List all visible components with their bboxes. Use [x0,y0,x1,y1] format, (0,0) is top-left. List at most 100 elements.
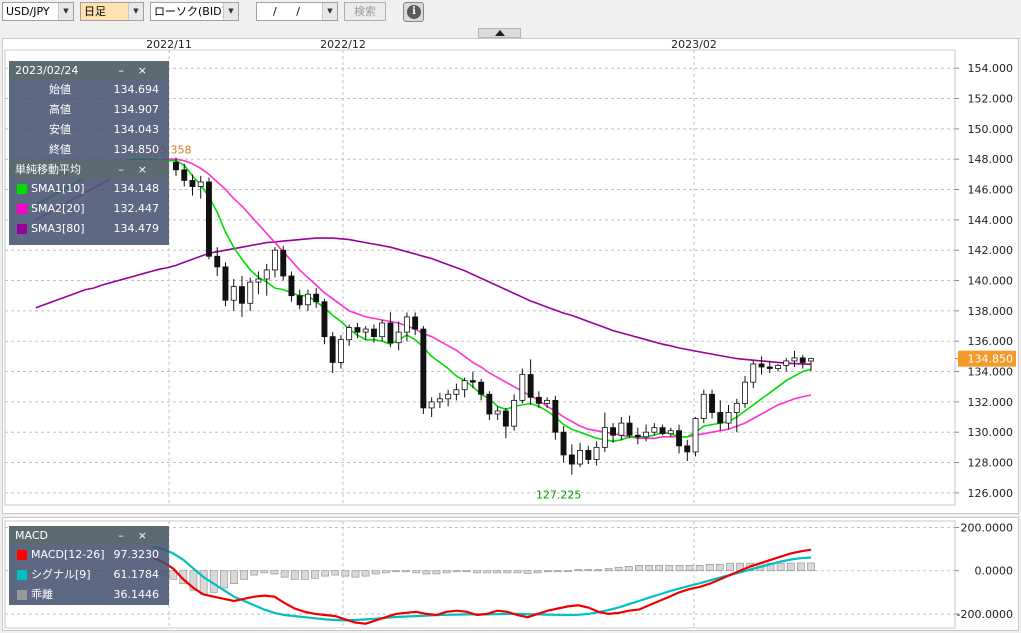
candle-body [725,412,732,424]
low-annotation: 127.225 [536,489,582,502]
chevron-down-icon[interactable]: ▼ [58,3,73,20]
candle-body [263,269,270,280]
histogram-bar [189,570,198,591]
y-tick-label: 130.000 [968,426,1014,439]
histogram-bar [715,563,724,572]
candle-body [313,293,320,303]
minimize-icon[interactable]: – [118,163,138,176]
histogram-bar [614,567,623,572]
candle-body [659,427,666,435]
y-tick-label: 134.000 [968,366,1014,379]
color-swatch-icon [17,204,27,214]
histogram-bar [442,570,451,574]
candle-body [552,399,559,433]
timeframe-value: 日足 [84,5,106,18]
y-tick-label: 0.0000 [975,565,1014,578]
color-swatch-icon [17,224,27,234]
candle-body [601,427,608,448]
candle-body [568,454,575,465]
collapse-toolbar-button[interactable] [478,28,521,38]
x-tick-label: 2023/02 [671,39,717,51]
candle-body [420,328,427,409]
candle-body [453,389,460,395]
candle-body [610,427,616,436]
ohlc-label: 終値 [49,143,71,156]
chevron-down-icon[interactable]: ▼ [322,3,337,20]
ohlc-row: 始値 134.694 [9,80,169,100]
candle-body [700,393,707,419]
close-icon[interactable]: × [137,529,161,542]
timeframe-select[interactable]: 日足 ▼ [80,2,144,21]
candle-body [395,331,402,344]
sma-value: 134.148 [113,182,160,195]
macd-row: MACD[12-26] 97.3230 [9,545,169,565]
search-button[interactable]: 検索 [344,2,386,21]
y-tick-label: 142.000 [968,244,1014,257]
histogram-bar [543,570,552,573]
histogram-bar [290,570,299,580]
histogram-bar [331,570,340,576]
sma-row: SMA2[20] 132.447 [9,199,169,219]
toolbar: USD/JPY ▼ 日足 ▼ ローソク(BID) ▼ / / ▼ 検索 i [0,0,1021,24]
macd-row: 乖離 36.1446 [9,585,169,605]
candle-body [676,430,682,447]
chart-kind-select[interactable]: ローソク(BID) ▼ [150,2,239,21]
histogram-bar [473,570,481,574]
candle-body [238,286,245,304]
candle-body [791,357,798,362]
triangle-up-icon [495,30,505,36]
histogram-bar [432,570,441,575]
close-icon[interactable]: × [137,163,161,176]
candle-body [618,422,625,436]
histogram-bar [705,563,714,572]
histogram-bar [483,570,491,574]
candle-body [280,249,287,277]
candle-body [205,181,212,257]
candle-body [667,430,674,435]
candle-body [387,322,394,344]
date-input[interactable]: / / ▼ [256,2,338,21]
currency-pair-select[interactable]: USD/JPY ▼ [2,2,74,21]
candle-body [535,396,542,404]
histogram-bar [503,570,512,574]
sma-name: SMA3[80] [31,222,85,235]
histogram-bar [807,562,815,572]
candle-body [775,365,781,369]
candle-body [329,336,336,363]
candle-body [354,327,361,333]
minimize-icon[interactable]: – [118,64,138,77]
histogram-bar [260,570,269,574]
candle-body [461,380,468,391]
info-button[interactable]: i [403,2,424,22]
chevron-down-icon[interactable]: ▼ [223,3,238,20]
histogram-bar [422,570,431,575]
candle-body [428,401,435,409]
candle-body [337,339,344,363]
ohlc-date: 2023/02/24 [15,64,79,77]
histogram-bar [392,570,400,573]
histogram-bar [786,562,795,572]
macd-name: シグナル[9] [31,568,91,581]
histogram-bar [604,568,613,572]
y-tick-label: 128.000 [968,457,1014,470]
candle-body [799,357,806,363]
ohlc-value: 134.043 [113,123,160,136]
candle-body [288,275,295,297]
close-icon[interactable]: × [137,64,161,77]
minimize-icon[interactable]: – [118,529,138,542]
candle-body [684,445,691,453]
candle-body [626,422,633,436]
chevron-down-icon[interactable]: ▼ [128,3,143,20]
candle-body [709,393,715,413]
candle-body [379,322,386,338]
candle-body [230,286,237,301]
sma-row: SMA1[10] 134.148 [9,179,169,199]
candle-body [643,431,649,438]
y-tick-label: 136.000 [968,335,1014,348]
histogram-bar [321,570,329,577]
histogram-bar [695,565,704,572]
candle-body [593,446,600,460]
candle-body [469,380,476,383]
ohlc-label: 始値 [49,83,71,96]
y-tick-label: 146.000 [968,184,1014,197]
